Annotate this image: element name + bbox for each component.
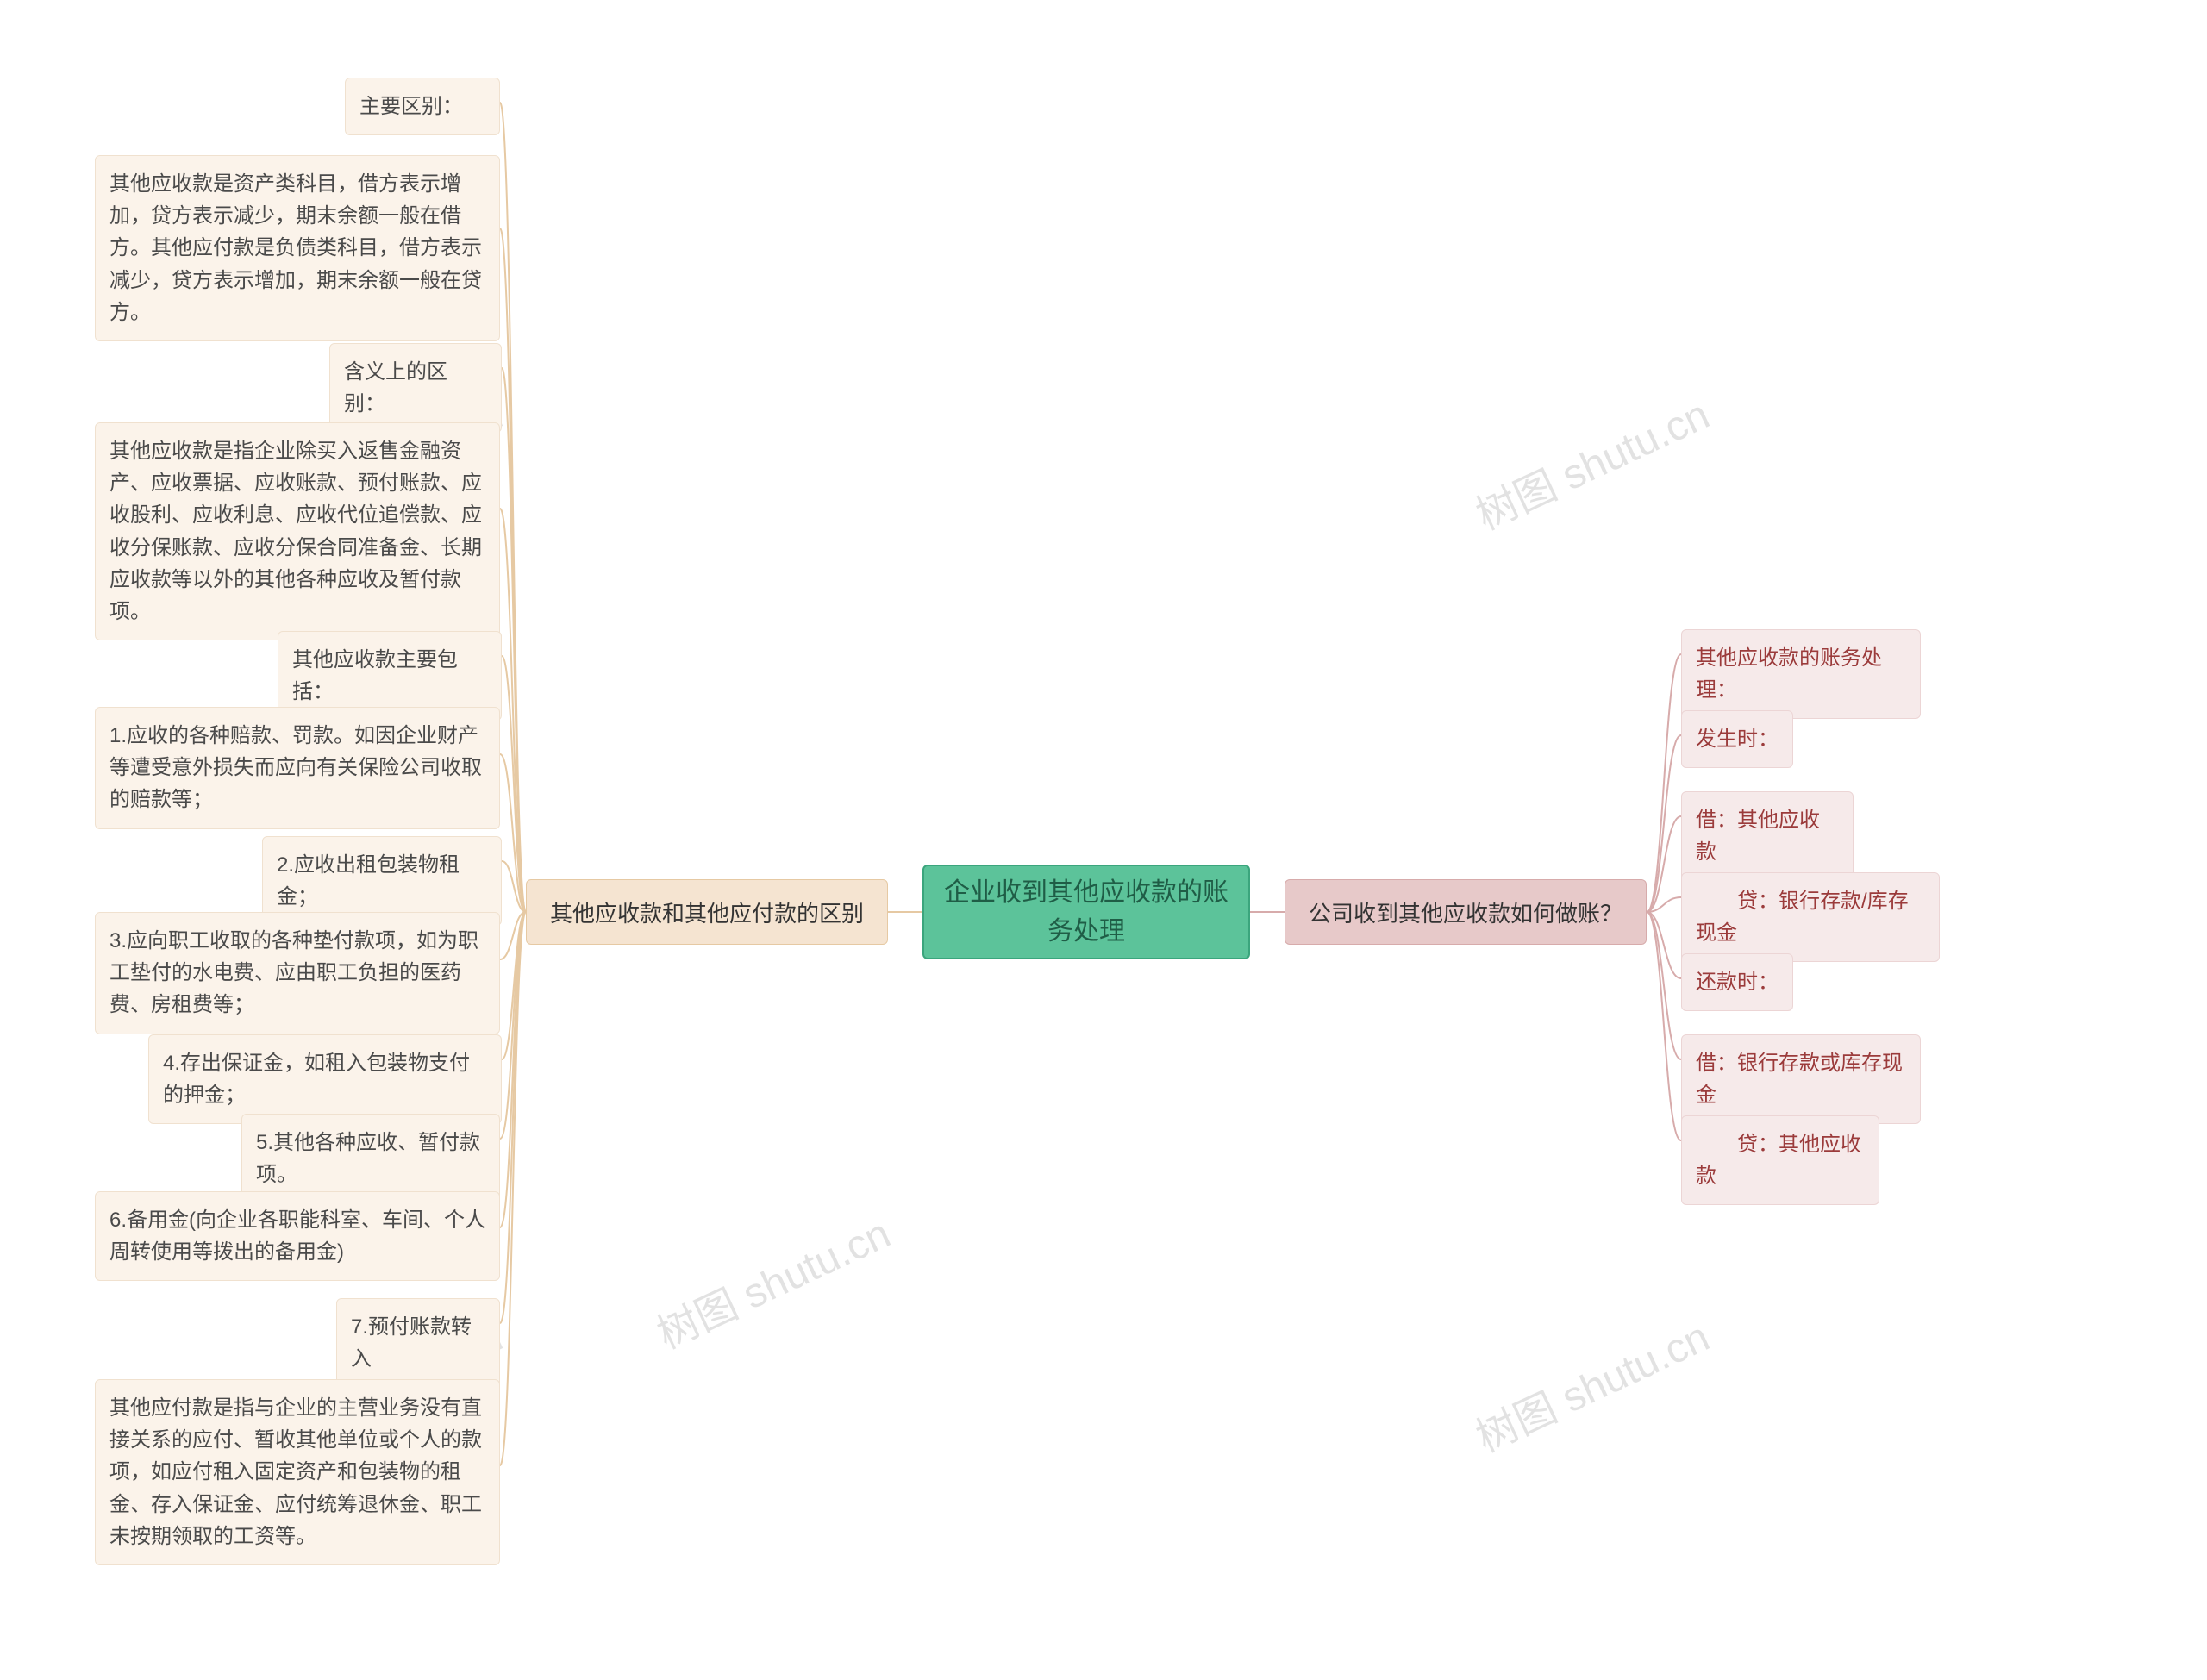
right-leaf-node: 借：其他应收款 [1681, 791, 1854, 881]
left-branch-node: 其他应收款和其他应付款的区别 [526, 879, 888, 945]
left-leaf-node: 1.应收的各种赔款、罚款。如因企业财产等遭受意外损失而应向有关保险公司收取的赔款… [95, 707, 500, 829]
left-leaf-node: 其他应收款是资产类科目，借方表示增加，贷方表示减少，期末余额一般在借方。其他应付… [95, 155, 500, 341]
left-leaf-node: 5.其他各种应收、暂付款项。 [241, 1114, 500, 1203]
left-leaf-node: 其他应付款是指与企业的主营业务没有直接关系的应付、暂收其他单位或个人的款项，如应… [95, 1379, 500, 1565]
left-leaf-node: 7.预付账款转入 [336, 1298, 500, 1388]
left-leaf-node: 其他应收款是指企业除买入返售金融资产、应收票据、应收账款、预付账款、应收股利、应… [95, 422, 500, 640]
root-node: 企业收到其他应收款的账务处理 [922, 865, 1250, 959]
left-leaf-node: 4.存出保证金，如租入包装物支付的押金； [148, 1034, 502, 1124]
left-leaf-node: 6.备用金(向企业各职能科室、车间、个人周转使用等拨出的备用金) [95, 1191, 500, 1281]
right-leaf-node: 贷：其他应收款 [1681, 1115, 1879, 1205]
right-leaf-node: 借：银行存款或库存现金 [1681, 1034, 1921, 1124]
right-leaf-node: 其他应收款的账务处理： [1681, 629, 1921, 719]
right-leaf-node: 发生时： [1681, 710, 1793, 768]
right-branch-node: 公司收到其他应收款如何做账？ [1285, 879, 1647, 945]
right-leaf-node: 还款时： [1681, 953, 1793, 1011]
left-leaf-node: 3.应向职工收取的各种垫付款项，如为职工垫付的水电费、应由职工负担的医药费、房租… [95, 912, 500, 1034]
right-leaf-node: 贷：银行存款/库存现金 [1681, 872, 1940, 962]
left-leaf-node: 含义上的区别： [329, 343, 502, 433]
left-leaf-node: 主要区别： [345, 78, 500, 135]
